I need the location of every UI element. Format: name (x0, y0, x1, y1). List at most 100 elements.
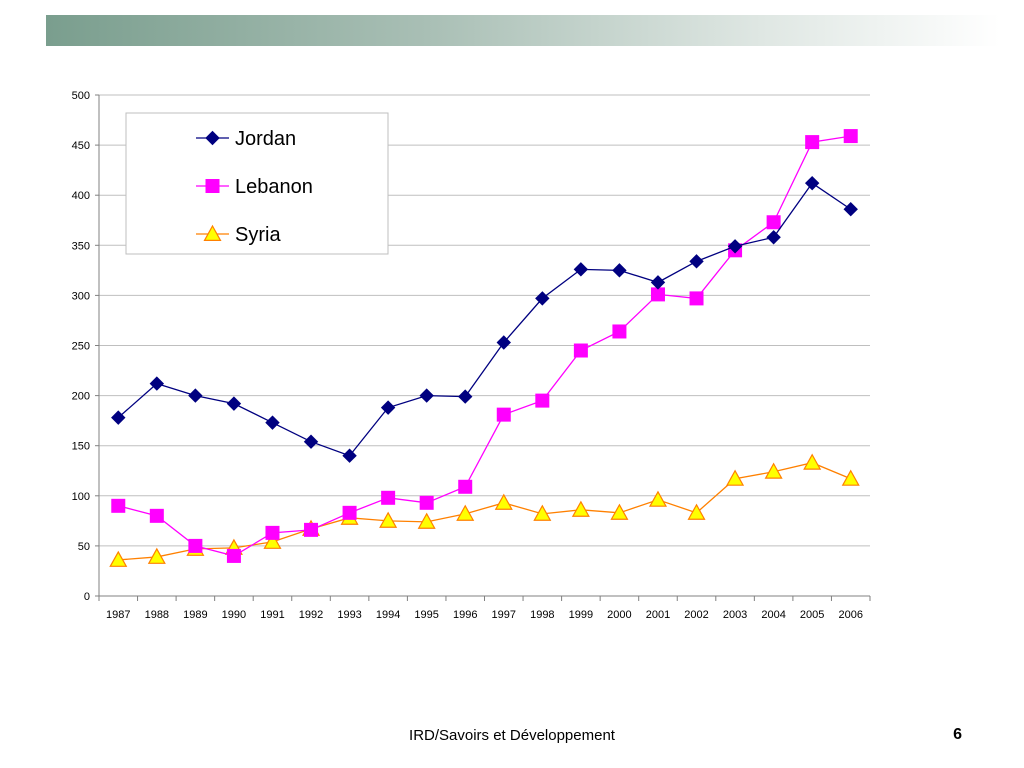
x-tick-label: 1987 (106, 609, 130, 621)
x-tick-label: 1999 (569, 609, 593, 621)
series-line-syria (118, 462, 851, 561)
data-point-jordan (727, 239, 743, 254)
series-lebanon (111, 129, 858, 563)
data-point-jordan (380, 400, 396, 415)
legend-item-lebanon: Lebanon (196, 176, 313, 198)
x-tick-label: 1994 (376, 609, 400, 621)
legend-label-syria: Syria (235, 224, 281, 246)
data-point-syria (109, 550, 128, 567)
data-point-lebanon (381, 490, 396, 505)
data-point-jordan (111, 410, 126, 425)
legend-label-lebanon: Lebanon (235, 176, 313, 198)
data-point-jordan (496, 335, 511, 350)
x-tick-label: 1993 (337, 609, 361, 621)
x-tick-label: 1998 (530, 609, 554, 621)
data-point-lebanon (342, 505, 357, 520)
data-point-lebanon (265, 525, 280, 540)
data-point-lebanon (188, 538, 203, 553)
legend-item-jordan: Jordan (196, 128, 296, 150)
data-point-lebanon (304, 522, 319, 537)
data-point-syria (610, 503, 629, 520)
x-tick-label: 2003 (723, 609, 747, 621)
data-point-lebanon (805, 135, 820, 150)
y-tick-label: 200 (72, 391, 90, 403)
data-point-syria (841, 469, 860, 486)
data-point-jordan (843, 202, 858, 217)
x-tick-label: 1992 (299, 609, 323, 621)
data-point-lebanon (650, 287, 665, 302)
title-accent-bar (46, 15, 1000, 46)
data-point-jordan (766, 230, 781, 245)
series-line-jordan (117, 182, 852, 457)
y-tick-label: 350 (72, 240, 90, 252)
y-tick-label: 150 (72, 441, 90, 453)
data-point-syria (379, 511, 398, 528)
series-jordan (111, 175, 858, 463)
footer-text: IRD/Savoirs et Développement (409, 727, 615, 744)
data-point-jordan (188, 388, 203, 403)
data-point-lebanon (535, 393, 550, 408)
data-point-jordan (265, 415, 280, 430)
data-point-lebanon (573, 343, 588, 358)
data-point-jordan (535, 291, 550, 306)
data-point-jordan (804, 175, 820, 191)
legend: Jordan Lebanon Syria (125, 112, 389, 255)
y-tick-label: 450 (72, 140, 90, 152)
data-point-syria (571, 500, 590, 517)
y-tick-label: 400 (72, 190, 90, 202)
x-tick-label: 1988 (145, 609, 169, 621)
legend-marker-syria (203, 224, 222, 241)
data-point-jordan (226, 396, 242, 411)
y-tick-label: 0 (84, 591, 90, 603)
x-tick-label: 2002 (684, 609, 708, 621)
data-point-syria (456, 504, 475, 521)
series-syria (109, 453, 860, 567)
x-tick-label: 1990 (222, 609, 246, 621)
axes: 0 50 100 150 200 250 300 350 400 450 500 1987 1988 19… (72, 90, 871, 621)
data-point-syria (726, 469, 745, 486)
data-point-lebanon (458, 479, 473, 494)
y-tick-label: 50 (78, 541, 90, 553)
x-tick-label: 1996 (453, 609, 477, 621)
data-point-lebanon (689, 291, 704, 306)
data-point-syria (263, 532, 282, 549)
data-point-jordan (303, 434, 319, 449)
data-point-jordan (419, 388, 434, 403)
data-point-lebanon (612, 324, 627, 339)
data-point-lebanon (843, 129, 858, 144)
y-tick-label: 500 (72, 90, 90, 102)
data-point-jordan (573, 262, 589, 277)
x-tick-label: 2004 (761, 609, 785, 621)
x-tick-label: 1991 (260, 609, 284, 621)
data-point-syria (533, 504, 552, 521)
x-tick-label: 2005 (800, 609, 824, 621)
data-point-lebanon (111, 498, 126, 513)
data-point-lebanon (419, 495, 434, 510)
data-point-jordan (149, 376, 165, 391)
data-point-jordan (612, 263, 627, 278)
y-tick-label: 250 (72, 341, 90, 353)
x-tick-label: 2000 (607, 609, 631, 621)
legend-marker-jordan (205, 130, 220, 146)
data-point-lebanon (496, 407, 511, 422)
data-point-syria (494, 493, 513, 510)
data-point-jordan (689, 254, 704, 269)
legend-box (125, 112, 389, 255)
page-number: 6 (953, 726, 962, 743)
series-group (109, 129, 860, 567)
legend-label-jordan: Jordan (235, 128, 296, 150)
data-point-lebanon (766, 215, 781, 230)
data-point-jordan (650, 275, 666, 290)
y-tick-label: 100 (72, 491, 90, 503)
x-tick-label: 1997 (492, 609, 516, 621)
data-point-syria (417, 512, 436, 529)
x-tick-label: 1995 (414, 609, 438, 621)
x-tick-label: 1989 (183, 609, 207, 621)
y-tick-label: 300 (72, 290, 90, 302)
data-point-syria (764, 462, 783, 479)
legend-marker-lebanon (205, 179, 220, 193)
data-point-jordan (342, 448, 357, 463)
x-tick-label: 2006 (838, 609, 862, 621)
legend-item-syria: Syria (196, 224, 281, 246)
